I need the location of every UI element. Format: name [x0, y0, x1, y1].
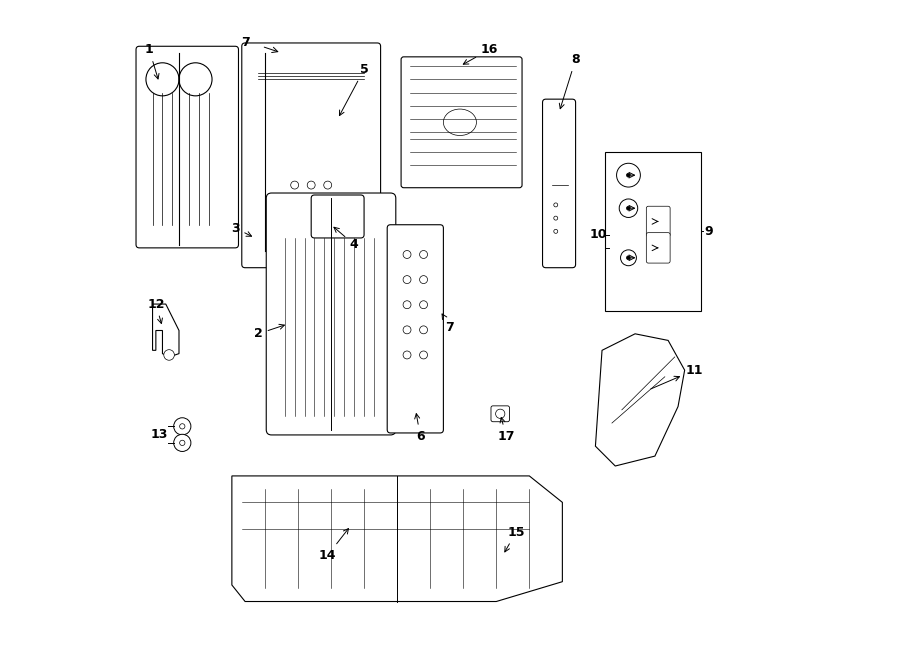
FancyBboxPatch shape — [646, 233, 670, 263]
Circle shape — [174, 434, 191, 451]
Text: 5: 5 — [339, 63, 368, 116]
Circle shape — [616, 163, 641, 187]
Circle shape — [324, 181, 332, 189]
Circle shape — [291, 214, 299, 222]
Text: 8: 8 — [559, 53, 580, 108]
Circle shape — [419, 351, 428, 359]
Text: 15: 15 — [505, 525, 525, 552]
Circle shape — [419, 276, 428, 284]
Circle shape — [291, 231, 299, 239]
Circle shape — [554, 229, 558, 233]
Text: 7: 7 — [442, 314, 454, 334]
Circle shape — [307, 181, 315, 189]
Polygon shape — [153, 304, 179, 357]
Text: 13: 13 — [150, 428, 167, 442]
Circle shape — [403, 326, 411, 334]
Circle shape — [419, 251, 428, 258]
Circle shape — [146, 63, 179, 96]
FancyBboxPatch shape — [387, 225, 444, 433]
FancyBboxPatch shape — [401, 57, 522, 188]
Circle shape — [307, 198, 315, 206]
Text: 3: 3 — [231, 221, 251, 236]
Circle shape — [626, 256, 631, 260]
Polygon shape — [596, 334, 685, 466]
Text: 12: 12 — [147, 297, 165, 323]
Text: 16: 16 — [464, 43, 499, 64]
Circle shape — [403, 251, 411, 258]
Polygon shape — [232, 476, 562, 602]
Circle shape — [291, 198, 299, 206]
Circle shape — [324, 231, 332, 239]
Text: 2: 2 — [254, 325, 284, 340]
Text: 11: 11 — [651, 364, 703, 389]
Text: 1: 1 — [145, 43, 159, 79]
Circle shape — [403, 301, 411, 309]
Text: 14: 14 — [319, 529, 348, 562]
Text: 17: 17 — [498, 418, 515, 443]
Circle shape — [403, 276, 411, 284]
Text: 7: 7 — [240, 36, 249, 50]
Circle shape — [626, 206, 631, 210]
Circle shape — [307, 231, 315, 239]
Circle shape — [554, 216, 558, 220]
Text: 9: 9 — [705, 225, 714, 238]
Text: 6: 6 — [415, 414, 425, 443]
Text: 4: 4 — [334, 227, 358, 251]
FancyBboxPatch shape — [136, 46, 239, 248]
Circle shape — [620, 250, 636, 266]
Text: 10: 10 — [590, 228, 608, 241]
Circle shape — [419, 326, 428, 334]
Circle shape — [174, 418, 191, 435]
Circle shape — [179, 63, 212, 96]
Circle shape — [291, 181, 299, 189]
Circle shape — [307, 214, 315, 222]
FancyBboxPatch shape — [242, 43, 381, 268]
Circle shape — [324, 198, 332, 206]
FancyBboxPatch shape — [266, 193, 396, 435]
FancyBboxPatch shape — [606, 152, 701, 311]
Circle shape — [554, 203, 558, 207]
Circle shape — [324, 214, 332, 222]
FancyBboxPatch shape — [491, 406, 509, 422]
Circle shape — [496, 409, 505, 418]
Circle shape — [619, 199, 638, 217]
FancyBboxPatch shape — [646, 206, 670, 237]
FancyBboxPatch shape — [311, 195, 364, 238]
Circle shape — [403, 351, 411, 359]
Circle shape — [419, 301, 428, 309]
Circle shape — [164, 350, 175, 360]
Circle shape — [180, 440, 184, 446]
FancyBboxPatch shape — [543, 99, 576, 268]
Ellipse shape — [444, 109, 476, 136]
Circle shape — [180, 424, 184, 429]
Circle shape — [626, 173, 631, 177]
